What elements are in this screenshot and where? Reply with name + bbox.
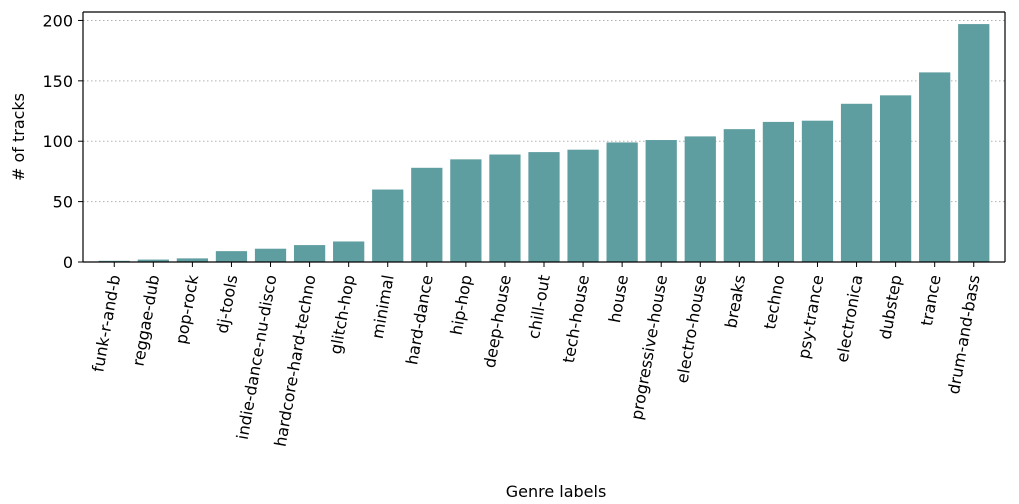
- x-tick-label: glitch-hop: [326, 273, 359, 355]
- y-ticks: 0 50 100 150 200: [42, 11, 83, 272]
- bar-dubstep: [879, 95, 912, 262]
- x-tick-label: funk-r-and-b: [88, 273, 124, 373]
- bars: [98, 24, 990, 263]
- x-tick-label: dubstep: [876, 273, 906, 340]
- x-tick-label: electronica: [832, 273, 866, 363]
- y-axis-title: # of tracks: [9, 93, 28, 181]
- x-tick-label: indie-dance-nu-disco: [233, 273, 281, 441]
- bar-pop-rock: [176, 258, 209, 262]
- bar-psy-trance: [801, 120, 834, 263]
- x-tick-label: house: [605, 273, 632, 324]
- bar-house: [606, 142, 638, 262]
- x-tick-label: hardcore-hard-techno: [271, 273, 320, 448]
- bar-hard-dance: [411, 167, 443, 262]
- bar-electro-house: [684, 136, 716, 262]
- bar-tech-house: [567, 149, 599, 262]
- x-tick-label: tech-house: [559, 273, 593, 364]
- bar-hip-hop: [450, 159, 482, 262]
- bar-techno: [762, 121, 795, 262]
- x-tick-label: chill-out: [524, 273, 554, 340]
- x-ticks: funk-r-and-b reggae-dub pop-rock dj-toolsin…: [88, 262, 984, 448]
- x-axis-title: Genre labels: [506, 482, 607, 501]
- bar-progressive-house: [645, 140, 677, 262]
- x-tick-label: drum-and-bass: [944, 273, 984, 395]
- x-tick-label: deep-house: [480, 273, 515, 369]
- bar-breaks: [723, 129, 755, 262]
- x-tick-label: progressive-house: [627, 273, 671, 421]
- y-tick-label: 50: [53, 193, 73, 212]
- y-tick-label: 150: [42, 72, 73, 91]
- x-tick-label: minimal: [368, 273, 398, 340]
- x-tick-label: techno: [760, 273, 788, 330]
- x-tick-label: dj-tools: [212, 273, 241, 334]
- bar-dj-tools: [215, 251, 248, 262]
- x-tick-label: psy-trance: [794, 273, 827, 360]
- bar-hardcore-hard-techno: [293, 245, 326, 262]
- x-tick-label: hard-dance: [402, 273, 436, 366]
- x-tick-label: breaks: [721, 273, 749, 329]
- bar-drum-and-bass: [958, 24, 990, 262]
- y-tick-label: 0: [63, 253, 73, 272]
- y-tick-label: 200: [42, 11, 73, 30]
- bar-reggae-dub: [137, 259, 169, 262]
- bar-minimal: [372, 189, 404, 262]
- bar-electronica: [840, 103, 873, 262]
- bar-indie-dance-nu-disco: [254, 248, 287, 262]
- y-tick-label: 100: [42, 132, 73, 151]
- x-tick-label: pop-rock: [171, 273, 202, 346]
- x-tick-label: trance: [917, 273, 945, 327]
- x-tick-label: electro-house: [672, 273, 710, 384]
- bar-trance: [919, 72, 951, 262]
- x-tick-label: hip-hop: [447, 273, 476, 336]
- bar-deep-house: [489, 154, 521, 262]
- bar-funk-r-and-b: [98, 260, 130, 262]
- x-tick-label: reggae-dub: [129, 273, 164, 367]
- bar-chill-out: [528, 152, 560, 262]
- bar-glitch-hop: [333, 241, 365, 262]
